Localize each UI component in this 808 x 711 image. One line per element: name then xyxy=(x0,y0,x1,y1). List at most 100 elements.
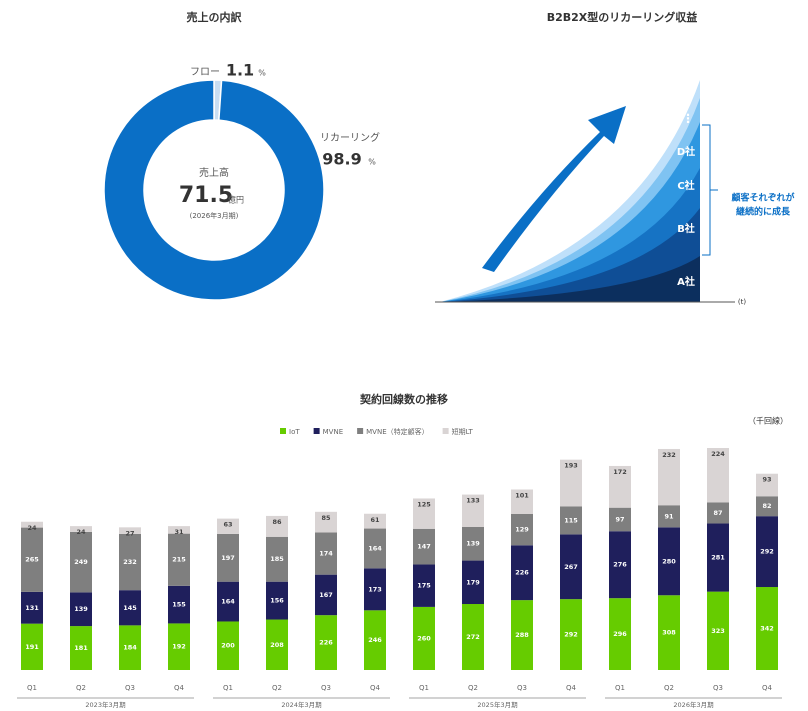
value-label: 93 xyxy=(762,476,771,484)
value-label: 281 xyxy=(711,554,725,562)
value-label: 226 xyxy=(319,639,333,647)
value-label: 147 xyxy=(417,543,431,551)
value-label: 164 xyxy=(368,544,382,552)
center-label: 売上高 xyxy=(199,166,229,179)
x-tick-label: Q4 xyxy=(762,684,773,692)
x-tick-label: Q2 xyxy=(468,684,478,692)
x-tick-label: Q3 xyxy=(713,684,723,692)
x-tick-label: Q1 xyxy=(27,684,37,692)
slice-unit: % xyxy=(368,158,376,167)
value-label: 308 xyxy=(662,629,676,637)
value-label: 82 xyxy=(762,502,771,510)
value-label: 192 xyxy=(172,643,186,651)
value-label: 184 xyxy=(123,644,137,652)
x-tick-label: Q2 xyxy=(76,684,86,692)
value-label: 139 xyxy=(74,605,88,613)
value-label: 292 xyxy=(760,548,774,556)
value-label: 101 xyxy=(515,491,529,499)
page: 売上の内訳 B2B2X型のリカーリング収益 A社 B社 C社 D社 ⋮ 顧客それ… xyxy=(0,0,808,711)
group-label: 2023年3月期 xyxy=(85,700,126,709)
value-label: 342 xyxy=(760,625,774,633)
value-label: 145 xyxy=(123,604,137,612)
value-label: 97 xyxy=(615,515,624,523)
x-tick-label: Q1 xyxy=(615,684,625,692)
value-label: 86 xyxy=(272,518,282,526)
value-label: 200 xyxy=(221,642,235,650)
recurring-diagram: B2B2X型のリカーリング収益 A社 B社 C社 D社 ⋮ 顧客それぞれが 継続… xyxy=(435,10,795,306)
axis-label: (t) xyxy=(738,298,746,306)
value-label: 272 xyxy=(466,633,480,641)
value-label: 193 xyxy=(564,462,578,470)
value-label: 125 xyxy=(417,500,431,508)
x-tick-label: Q3 xyxy=(321,684,331,692)
value-label: 174 xyxy=(319,550,333,558)
value-label: 91 xyxy=(664,512,674,520)
diagram-title: B2B2X型のリカーリング収益 xyxy=(547,10,698,24)
unit-label: （千回線） xyxy=(748,416,788,426)
value-label: 179 xyxy=(466,578,480,586)
x-tick-label: Q3 xyxy=(517,684,527,692)
legend-label: MVNE xyxy=(323,428,344,436)
value-label: 226 xyxy=(515,569,529,577)
value-label: 27 xyxy=(125,529,134,537)
value-label: 232 xyxy=(123,558,137,566)
value-label: 215 xyxy=(172,556,186,564)
value-label: 24 xyxy=(76,528,86,536)
group-label: 2024年3月期 xyxy=(281,700,322,709)
value-label: 115 xyxy=(564,516,578,524)
legend-label: IoT xyxy=(289,428,300,436)
bar-title: 契約回線数の推移 xyxy=(359,392,448,406)
value-label: 265 xyxy=(25,556,39,564)
x-tick-label: Q3 xyxy=(125,684,135,692)
value-label: 172 xyxy=(613,468,627,476)
value-label: 139 xyxy=(466,540,480,548)
callout-bracket xyxy=(702,125,718,255)
legend-swatch xyxy=(314,428,320,434)
center-unit: 億円 xyxy=(228,195,244,205)
value-label: 24 xyxy=(27,524,37,532)
value-label: 167 xyxy=(319,591,333,599)
value-label: 155 xyxy=(172,601,186,609)
value-label: 87 xyxy=(713,509,722,517)
legend-label: 短期LT xyxy=(452,427,474,436)
group-label: 2026年3月期 xyxy=(673,700,714,709)
value-label: 260 xyxy=(417,634,431,642)
slice-name: フロー xyxy=(190,67,220,78)
value-label: 208 xyxy=(270,641,284,649)
x-tick-label: Q4 xyxy=(174,684,185,692)
value-label: 191 xyxy=(25,643,39,651)
legend-swatch xyxy=(443,428,449,434)
legend-label: MVNE（特定顧客） xyxy=(366,427,429,436)
value-label: 323 xyxy=(711,627,725,635)
callout-text: 継続的に成長 xyxy=(736,206,791,218)
value-label: 224 xyxy=(711,450,725,458)
value-label: 280 xyxy=(662,557,676,565)
value-label: 133 xyxy=(466,497,480,505)
x-tick-label: Q4 xyxy=(566,684,577,692)
value-label: 276 xyxy=(613,561,627,569)
value-label: 292 xyxy=(564,631,578,639)
value-label: 31 xyxy=(174,528,184,536)
value-label: 131 xyxy=(25,604,39,612)
value-label: 164 xyxy=(221,598,235,606)
layer-label: D社 xyxy=(677,145,695,158)
slice-value: 1.1 xyxy=(226,61,254,80)
value-label: 232 xyxy=(662,451,676,459)
center-value: 71.5 xyxy=(179,183,233,208)
x-tick-label: Q1 xyxy=(223,684,233,692)
value-label: 181 xyxy=(74,644,88,652)
layer-label: A社 xyxy=(677,275,695,288)
legend-swatch xyxy=(357,428,363,434)
x-tick-label: Q4 xyxy=(370,684,381,692)
value-label: 175 xyxy=(417,582,431,590)
value-label: 185 xyxy=(270,555,284,563)
donut-title: 売上の内訳 xyxy=(187,10,243,24)
slice-value: 98.9 xyxy=(322,150,361,169)
legend-swatch xyxy=(280,428,286,434)
value-label: 173 xyxy=(368,585,382,593)
value-label: 85 xyxy=(321,514,331,522)
group-label: 2025年3月期 xyxy=(477,700,518,709)
slice-name: リカーリング xyxy=(320,131,380,144)
value-label: 129 xyxy=(515,526,529,534)
x-tick-label: Q2 xyxy=(272,684,282,692)
